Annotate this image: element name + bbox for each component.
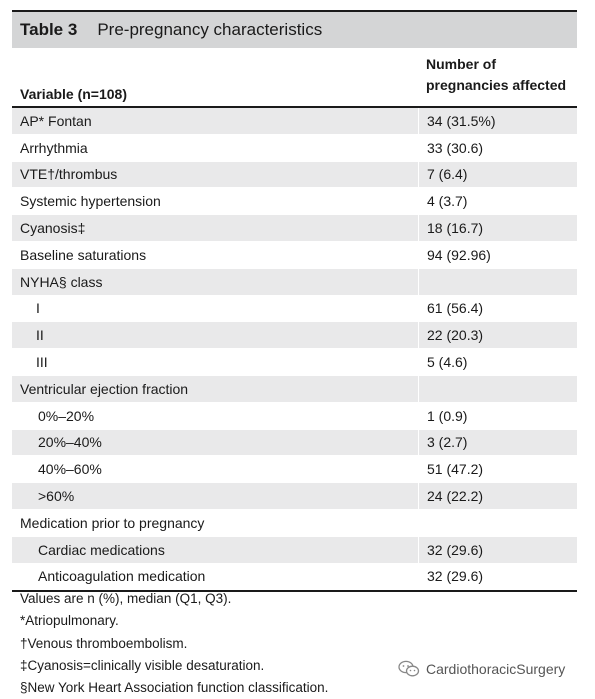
table-row: Cardiac medications 32 (29.6) (12, 536, 577, 564)
row-label: III (36, 354, 48, 371)
table-row: Cyanosis‡ 18 (16.7) (12, 215, 577, 242)
footnote: Values are n (%), median (Q1, Q3). (20, 591, 232, 606)
table-title: Pre-pregnancy characteristics (97, 20, 323, 39)
row-value (418, 375, 577, 402)
row-value: 3 (2.7) (418, 429, 577, 456)
row-value: 33 (30.6) (418, 134, 577, 161)
table-row: Baseline saturations 94 (92.96) (12, 241, 577, 269)
table-row: 0%–20% 1 (0.9) (12, 402, 577, 430)
row-value (418, 268, 577, 295)
row-label: AP* Fontan (20, 112, 92, 129)
row-value: 32 (29.6) (418, 563, 577, 590)
header-count-line1: Number of (426, 56, 496, 72)
table-body: AP* Fontan 34 (31.5%) Arrhythmia 33 (30.6) V… (12, 108, 577, 593)
header-variable: Variable (n=108) (20, 86, 128, 102)
table-row: Ventricular ejection fraction (12, 375, 577, 403)
row-value: 32 (29.6) (418, 536, 577, 563)
data-table: Table 3 Pre-pregnancy characteristics Va… (12, 10, 577, 593)
row-label: Baseline saturations (20, 246, 147, 263)
row-label: II (36, 327, 44, 344)
row-label: NYHA§ class (20, 273, 103, 290)
row-label: >60% (38, 488, 75, 505)
row-label: Arrhythmia (20, 139, 88, 156)
row-value: 18 (16.7) (418, 215, 577, 241)
table-row: NYHA§ class (12, 268, 577, 296)
table-title-bar: Table 3 Pre-pregnancy characteristics (12, 10, 577, 48)
row-value: 7 (6.4) (418, 161, 577, 188)
row-label: I (36, 300, 40, 317)
row-value: 34 (31.5%) (418, 108, 577, 134)
table-row: Anticoagulation medication 32 (29.6) (12, 563, 577, 591)
footnote: †Venous thromboembolism. (20, 635, 188, 651)
footnote: §New York Heart Association function cla… (20, 680, 329, 696)
row-value: 5 (4.6) (418, 349, 577, 375)
footnote: *Atriopulmonary. (20, 613, 119, 629)
row-label: Cyanosis‡ (20, 220, 86, 237)
header-count-line2: pregnancies affected (426, 77, 567, 93)
table-row: Arrhythmia 33 (30.6) (12, 134, 577, 162)
row-value: 51 (47.2) (418, 456, 577, 483)
table-row: AP* Fontan 34 (31.5%) (12, 108, 577, 135)
header-count: Number of pregnancies affected (426, 54, 566, 96)
row-label: Ventricular ejection fraction (20, 380, 189, 397)
table-row: VTE†/thrombus 7 (6.4) (12, 161, 577, 189)
row-label: 20%–40% (38, 434, 102, 451)
row-label: Systemic hypertension (20, 193, 161, 210)
row-value: 94 (92.96) (418, 241, 577, 268)
row-value (418, 509, 577, 536)
row-label: 0%–20% (38, 407, 95, 424)
table-header: Variable (n=108) Number of pregnancies a… (12, 48, 577, 108)
row-value: 4 (3.7) (418, 188, 577, 215)
row-value: 22 (20.3) (418, 322, 577, 349)
table-number: Table 3 (20, 20, 78, 39)
table-row: III 5 (4.6) (12, 349, 577, 376)
table-row: Systemic hypertension 4 (3.7) (12, 188, 577, 216)
row-value: 1 (0.9) (418, 402, 577, 429)
row-value: 61 (56.4) (418, 295, 577, 322)
watermark-text: CardiothoracicSurgery (426, 661, 566, 677)
row-label: VTE†/thrombus (20, 166, 118, 183)
row-value: 24 (22.2) (418, 483, 577, 509)
table-row: 20%–40% 3 (2.7) (12, 429, 577, 457)
row-label: Anticoagulation medication (38, 568, 206, 585)
footnotes: Values are n (%), median (Q1, Q3). *Atri… (20, 588, 328, 699)
footnote: ‡Cyanosis=clinically visible desaturatio… (20, 657, 265, 673)
row-label: Cardiac medications (38, 541, 165, 558)
table-row: 40%–60% 51 (47.2) (12, 456, 577, 484)
row-label: Medication prior to pregnancy (20, 514, 205, 531)
watermark: CardiothoracicSurgery (398, 660, 565, 678)
table-row: II 22 (20.3) (12, 322, 577, 350)
row-label: 40%–60% (38, 461, 102, 478)
table-row: >60% 24 (22.2) (12, 483, 577, 510)
table-row: Medication prior to pregnancy (12, 509, 577, 537)
table-row: I 61 (56.4) (12, 295, 577, 323)
wechat-icon (398, 660, 420, 677)
